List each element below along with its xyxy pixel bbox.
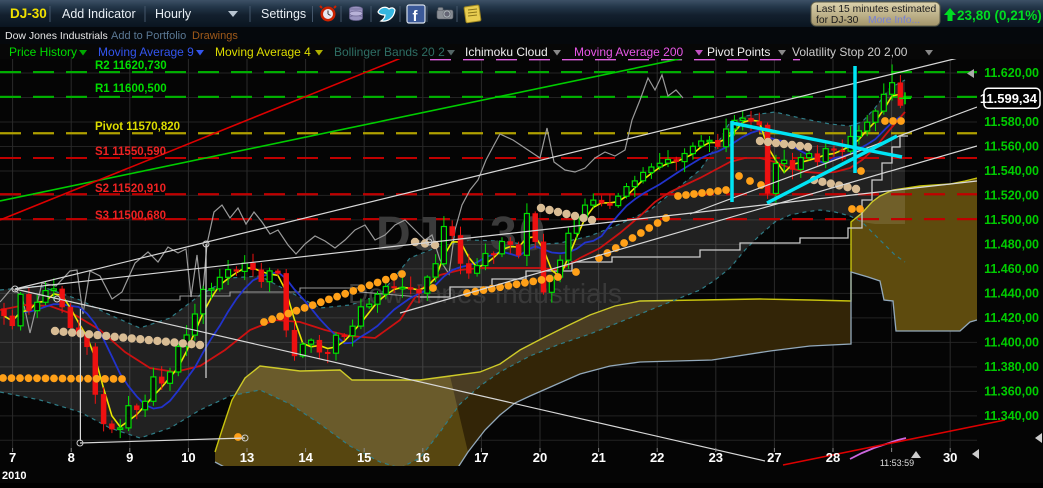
svg-text:17: 17 [474,450,488,465]
svg-text:10: 10 [181,450,195,465]
svg-text:Dow Jones Industrials: Dow Jones Industrials [5,30,108,42]
svg-text:Ichimoku Cloud: Ichimoku Cloud [465,45,548,59]
svg-text:Add to Portfolio: Add to Portfolio [111,30,186,42]
svg-text:11.420,00: 11.420,00 [984,311,1039,325]
svg-text:21: 21 [591,450,605,465]
svg-text:23,80 (0,21%): 23,80 (0,21%) [957,8,1042,23]
svg-text:14: 14 [298,450,313,465]
svg-text:Settings: Settings [261,7,306,21]
svg-text:28: 28 [826,450,840,465]
svg-text:Last 15 minutes estimated: Last 15 minutes estimated [816,4,936,15]
svg-text:11.560,00: 11.560,00 [984,139,1039,153]
svg-text:Drawings: Drawings [192,30,238,42]
svg-text:7: 7 [9,450,16,465]
svg-text:11.480,00: 11.480,00 [984,237,1039,251]
svg-text:27: 27 [767,450,781,465]
svg-text:11.440,00: 11.440,00 [984,286,1039,300]
svg-text:Pivot 11570,820: Pivot 11570,820 [95,121,180,133]
svg-text:Moving Average 9: Moving Average 9 [98,45,194,59]
svg-text:11.599,34: 11.599,34 [980,91,1038,106]
svg-text:More Info...: More Info... [868,15,920,26]
svg-text:11:53:59: 11:53:59 [880,458,914,468]
svg-text:16: 16 [416,450,430,465]
svg-text:20: 20 [533,450,547,465]
svg-text:11.520,00: 11.520,00 [984,188,1039,202]
svg-text:Bollinger Bands 20 2: Bollinger Bands 20 2 [334,45,445,59]
svg-text:Volatility Stop 20 2,00: Volatility Stop 20 2,00 [792,45,908,59]
svg-text:13: 13 [240,450,254,465]
svg-text:11.580,00: 11.580,00 [984,115,1039,129]
svg-text:30: 30 [943,450,957,465]
svg-text:for DJ-30: for DJ-30 [816,15,859,26]
svg-text:Hourly: Hourly [155,7,192,21]
svg-text:11.460,00: 11.460,00 [984,262,1039,276]
svg-text:11.500,00: 11.500,00 [984,213,1039,227]
svg-text:2010: 2010 [2,470,26,482]
svg-text:9: 9 [126,450,133,465]
svg-text:S3 11500,680: S3 11500,680 [95,210,166,222]
svg-text:DJ-30: DJ-30 [10,6,47,21]
svg-text:11.340,00: 11.340,00 [984,409,1039,423]
svg-text:11.380,00: 11.380,00 [984,360,1039,374]
svg-text:8: 8 [68,450,75,465]
svg-text:S2 11520,910: S2 11520,910 [95,183,166,195]
svg-text:23: 23 [709,450,723,465]
svg-text:15: 15 [357,450,371,465]
svg-text:Price History: Price History [9,45,77,59]
svg-text:R1 11600,500: R1 11600,500 [95,83,167,95]
svg-text:22: 22 [650,450,664,465]
svg-text:11.400,00: 11.400,00 [984,335,1039,349]
svg-text:f: f [413,8,419,25]
svg-text:Add Indicator: Add Indicator [62,7,136,21]
svg-text:S1 11550,590: S1 11550,590 [95,146,166,158]
svg-text:11.620,00: 11.620,00 [984,66,1039,80]
svg-text:R2 11620,730: R2 11620,730 [95,60,167,72]
svg-text:11.540,00: 11.540,00 [984,164,1039,178]
svg-text:11.360,00: 11.360,00 [984,384,1039,398]
svg-text:Moving Average 4: Moving Average 4 [215,45,311,59]
svg-text:Pivot Points: Pivot Points [707,45,770,59]
svg-text:Moving Average 200: Moving Average 200 [574,45,684,59]
